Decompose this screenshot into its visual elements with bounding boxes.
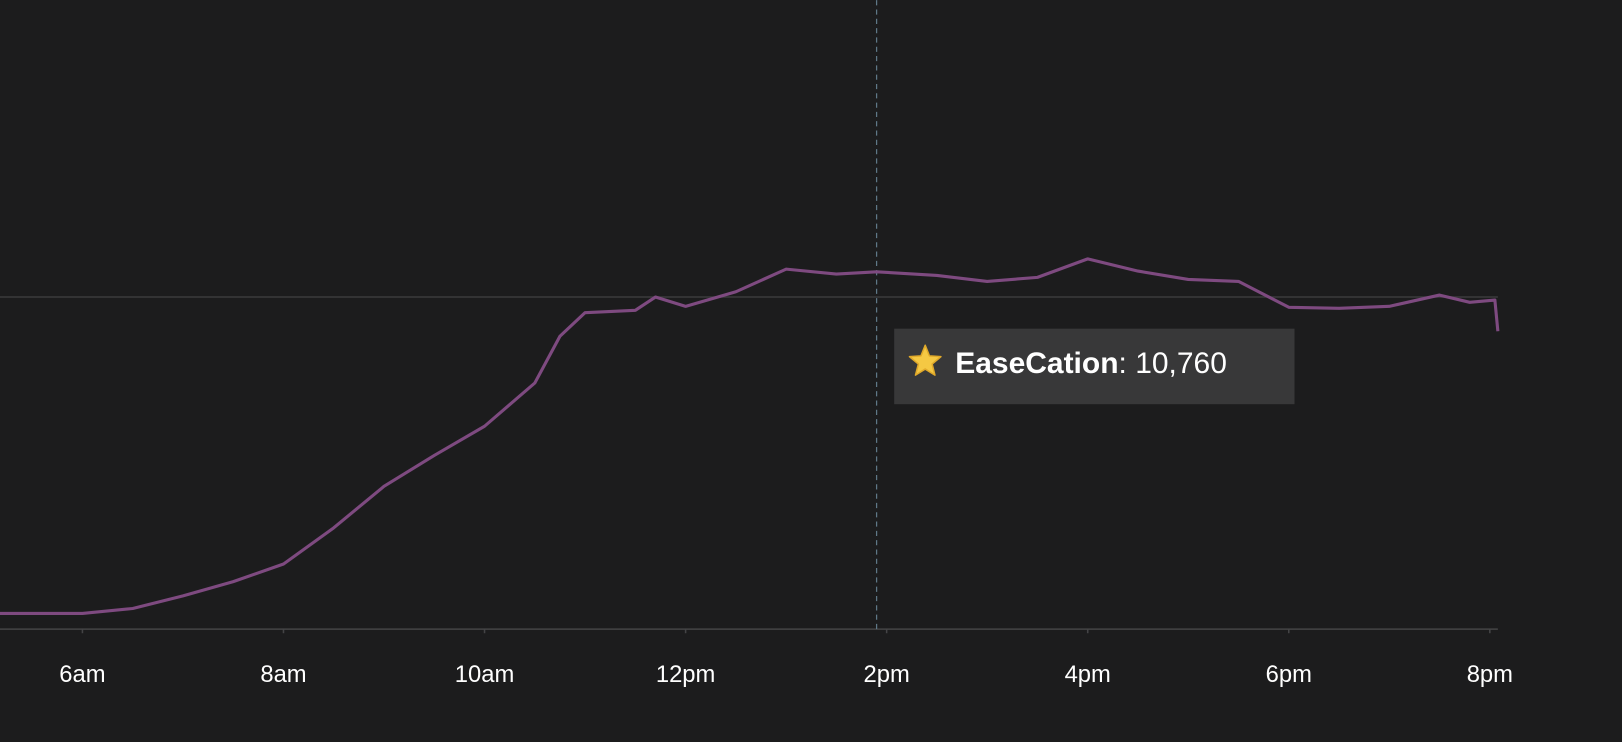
tooltip-value: : 10,760: [1119, 347, 1227, 380]
x-tick-label: 6pm: [1266, 661, 1312, 688]
tooltip-series-name: EaseCation: [955, 347, 1118, 380]
x-tick-label: 2pm: [864, 661, 910, 688]
tooltip-text: EaseCation: 10,760: [955, 347, 1227, 380]
x-tick-label: 4pm: [1065, 661, 1111, 688]
tooltip: EaseCation: 10,760: [894, 328, 1295, 405]
star-icon: [908, 344, 942, 376]
series-line: [0, 257, 1500, 616]
tooltip-box: [894, 328, 1295, 405]
x-tick-label: 10am: [455, 661, 514, 688]
x-tick-label: 8pm: [1467, 661, 1513, 688]
x-tick-label: 8am: [260, 661, 306, 688]
x-tick-label: 6am: [59, 661, 105, 688]
x-tick-label: 12pm: [656, 661, 716, 688]
